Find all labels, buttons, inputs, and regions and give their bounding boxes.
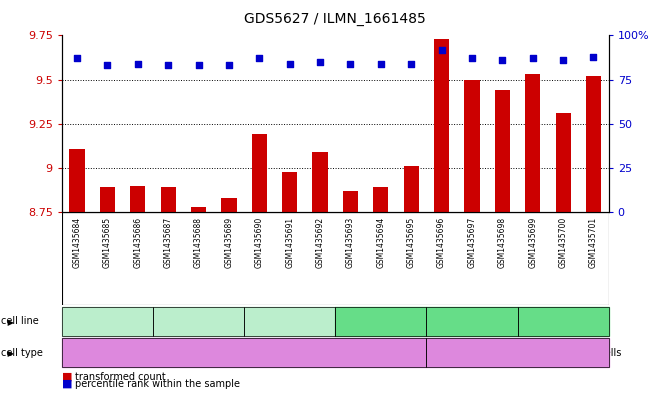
Text: dasatinib-resistant pancreatic cancer cells: dasatinib-resistant pancreatic cancer ce…: [414, 348, 621, 358]
Text: GSM1435700: GSM1435700: [559, 217, 568, 268]
Bar: [221, 198, 236, 212]
Text: GSM1435687: GSM1435687: [163, 217, 173, 268]
Bar: [404, 166, 419, 212]
Point: [315, 59, 326, 65]
Text: GSM1435698: GSM1435698: [498, 217, 507, 268]
Point: [527, 55, 538, 61]
Bar: [282, 171, 298, 212]
Text: cell line: cell line: [1, 316, 39, 326]
Point: [436, 46, 447, 53]
Bar: [555, 113, 571, 212]
Text: GSM1435684: GSM1435684: [72, 217, 81, 268]
Text: Panc0403: Panc0403: [83, 316, 132, 326]
Text: GSM1435695: GSM1435695: [407, 217, 416, 268]
Bar: [70, 149, 85, 212]
Bar: [434, 39, 449, 212]
Text: SU8686: SU8686: [362, 316, 400, 326]
Bar: [373, 187, 389, 212]
Point: [406, 61, 417, 67]
Bar: [130, 185, 145, 212]
Text: ■: ■: [62, 379, 72, 389]
Bar: [100, 187, 115, 212]
Point: [102, 62, 113, 68]
Bar: [586, 76, 601, 212]
Text: GSM1435691: GSM1435691: [285, 217, 294, 268]
Text: ■: ■: [62, 372, 72, 382]
Text: GSM1435699: GSM1435699: [528, 217, 537, 268]
Point: [133, 61, 143, 67]
Text: GSM1435694: GSM1435694: [376, 217, 385, 268]
Text: MiaPaCa2: MiaPaCa2: [448, 316, 496, 326]
Bar: [252, 134, 267, 212]
Text: GSM1435690: GSM1435690: [255, 217, 264, 268]
Text: GSM1435696: GSM1435696: [437, 217, 446, 268]
Text: GSM1435693: GSM1435693: [346, 217, 355, 268]
Text: GSM1435697: GSM1435697: [467, 217, 477, 268]
Point: [558, 57, 568, 63]
Point: [284, 61, 295, 67]
Text: GSM1435686: GSM1435686: [133, 217, 143, 268]
Point: [345, 61, 355, 67]
Point: [589, 53, 599, 60]
Point: [254, 55, 264, 61]
Text: Panc0504: Panc0504: [174, 316, 223, 326]
Point: [467, 55, 477, 61]
Bar: [312, 152, 327, 212]
Point: [497, 57, 508, 63]
Bar: [191, 207, 206, 212]
Bar: [161, 187, 176, 212]
Bar: [464, 79, 480, 212]
Text: Panc1: Panc1: [548, 316, 578, 326]
Text: transformed count: transformed count: [75, 372, 165, 382]
Point: [72, 55, 82, 61]
Text: GSM1435701: GSM1435701: [589, 217, 598, 268]
Point: [193, 62, 204, 68]
Text: GDS5627 / ILMN_1661485: GDS5627 / ILMN_1661485: [244, 12, 426, 26]
Text: dasatinib-sensitive pancreatic cancer cells: dasatinib-sensitive pancreatic cancer ce…: [140, 348, 348, 358]
Text: ▶: ▶: [5, 349, 14, 358]
Text: GSM1435688: GSM1435688: [194, 217, 203, 268]
Text: ▶: ▶: [5, 318, 14, 327]
Bar: [525, 74, 540, 212]
Point: [224, 62, 234, 68]
Bar: [495, 90, 510, 212]
Text: Panc1005: Panc1005: [266, 316, 314, 326]
Text: GSM1435692: GSM1435692: [316, 217, 325, 268]
Text: GSM1435685: GSM1435685: [103, 217, 112, 268]
Text: GSM1435689: GSM1435689: [225, 217, 234, 268]
Text: percentile rank within the sample: percentile rank within the sample: [75, 379, 240, 389]
Text: cell type: cell type: [1, 348, 43, 358]
Point: [376, 61, 386, 67]
Point: [163, 62, 173, 68]
Bar: [343, 191, 358, 212]
Bar: [62, 212, 609, 305]
